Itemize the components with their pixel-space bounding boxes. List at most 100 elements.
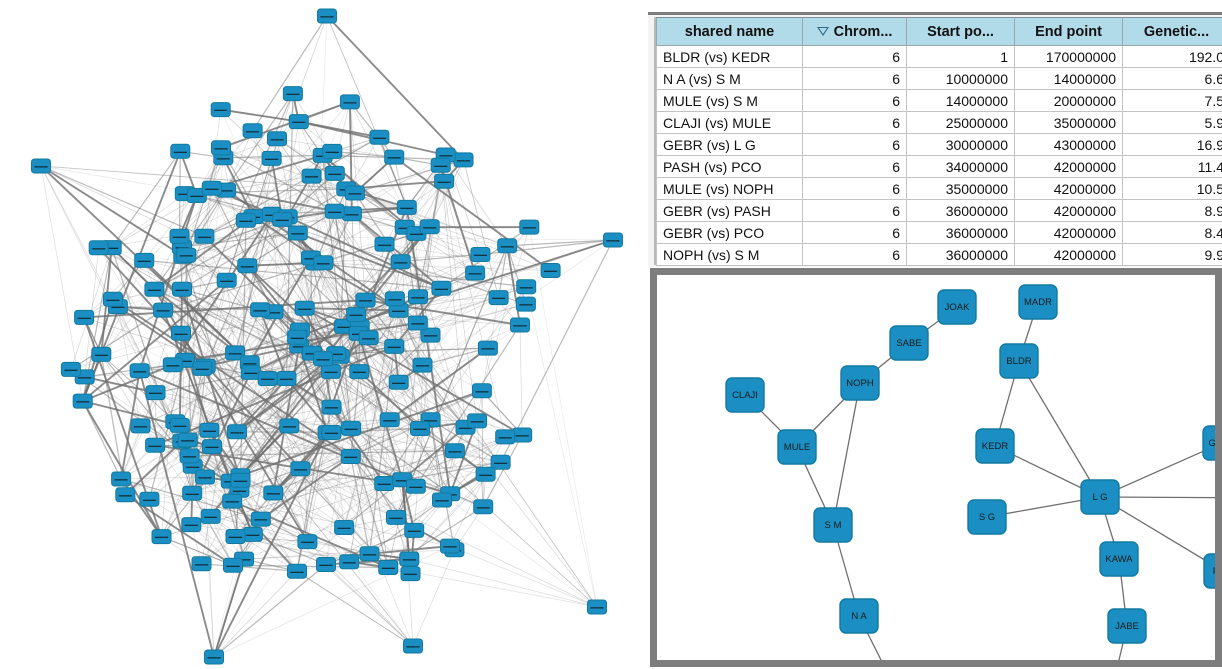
full-network-edge[interactable] bbox=[70, 226, 430, 370]
edge-table-panel[interactable]: shared name Chrom... Start po... End poi… bbox=[648, 12, 1222, 267]
cell-chromosome[interactable]: 6 bbox=[802, 221, 907, 244]
full-network-edge[interactable] bbox=[234, 352, 345, 528]
full-network-edge[interactable] bbox=[322, 358, 598, 608]
network-node[interactable] bbox=[297, 534, 318, 550]
network-node[interactable] bbox=[384, 149, 405, 165]
full-network-edge[interactable] bbox=[205, 329, 301, 367]
full-network-edge[interactable] bbox=[213, 564, 327, 658]
cell-chromosome[interactable]: 6 bbox=[802, 177, 907, 200]
full-network-edge[interactable] bbox=[181, 288, 242, 481]
network-node[interactable] bbox=[130, 418, 151, 434]
full-network-edge[interactable] bbox=[327, 347, 489, 433]
full-network-edge[interactable] bbox=[330, 406, 385, 485]
network-node[interactable] bbox=[440, 538, 460, 554]
network-node[interactable] bbox=[587, 599, 607, 615]
full-network-edge[interactable] bbox=[413, 450, 456, 531]
network-node[interactable] bbox=[288, 114, 309, 130]
cell-chromosome[interactable]: 6 bbox=[802, 243, 907, 266]
full-network-edge[interactable] bbox=[149, 311, 274, 500]
network-node[interactable] bbox=[388, 374, 409, 390]
network-node[interactable] bbox=[374, 236, 395, 252]
full-network-edge[interactable] bbox=[181, 188, 347, 290]
full-network-edge[interactable] bbox=[351, 213, 357, 315]
full-network-edge[interactable] bbox=[143, 157, 224, 261]
network-node[interactable] bbox=[179, 448, 200, 464]
full-network-edge[interactable] bbox=[210, 138, 278, 517]
cell-shared_name[interactable]: GEBR (vs) PASH bbox=[656, 199, 803, 222]
network-node[interactable] bbox=[316, 557, 336, 572]
network-node[interactable] bbox=[139, 491, 160, 507]
network-node[interactable] bbox=[340, 449, 361, 464]
full-network-edge[interactable] bbox=[204, 109, 222, 237]
network-node[interactable] bbox=[510, 317, 530, 333]
full-network-edge[interactable] bbox=[445, 154, 481, 255]
network-node[interactable] bbox=[250, 302, 271, 318]
full-network-edge[interactable] bbox=[222, 157, 255, 218]
full-network-edge[interactable] bbox=[389, 347, 489, 421]
full-network-edge[interactable] bbox=[180, 280, 227, 334]
full-network-edge[interactable] bbox=[185, 254, 370, 554]
node-shape[interactable] bbox=[1080, 479, 1120, 515]
full-network-edge[interactable] bbox=[120, 370, 141, 480]
full-network-edge[interactable] bbox=[220, 101, 351, 149]
full-network-edge[interactable] bbox=[394, 297, 499, 347]
network-node-gebr[interactable]: GEBR bbox=[1202, 425, 1215, 461]
table-row[interactable]: BLDR (vs) KEDR 6 1 170000000 192.0 bbox=[656, 45, 1222, 68]
full-network-edge[interactable] bbox=[398, 382, 443, 501]
network-node[interactable] bbox=[111, 471, 132, 487]
full-network-edge[interactable] bbox=[125, 455, 190, 496]
full-network-edge[interactable] bbox=[225, 189, 370, 554]
full-network-edge[interactable] bbox=[184, 193, 215, 658]
network-node[interactable] bbox=[210, 102, 231, 118]
cell-chromosome[interactable]: 6 bbox=[802, 89, 907, 112]
full-network-edge[interactable] bbox=[401, 479, 416, 531]
network-node[interactable] bbox=[145, 437, 166, 453]
full-network-edge[interactable] bbox=[187, 368, 203, 441]
full-network-edge[interactable] bbox=[181, 232, 298, 248]
network-node[interactable] bbox=[263, 485, 284, 501]
full-network-edge[interactable] bbox=[81, 400, 163, 538]
full-network-edge[interactable] bbox=[429, 159, 464, 227]
full-network-edge[interactable] bbox=[84, 289, 155, 378]
network-node[interactable] bbox=[358, 330, 379, 346]
network-node[interactable] bbox=[236, 212, 256, 228]
full-network-edge[interactable] bbox=[271, 158, 486, 475]
full-network-edge[interactable] bbox=[211, 187, 275, 313]
network-node-sm[interactable]: S M bbox=[813, 507, 853, 543]
full-network-edge[interactable] bbox=[357, 333, 404, 480]
full-network-edge[interactable] bbox=[226, 220, 247, 281]
network-node-madr[interactable]: MADR bbox=[1018, 284, 1058, 320]
full-network-edge[interactable] bbox=[208, 429, 242, 477]
network-node[interactable] bbox=[223, 557, 243, 573]
node-shape[interactable] bbox=[967, 499, 1007, 535]
full-network-edge[interactable] bbox=[112, 299, 176, 422]
full-network-edge[interactable] bbox=[201, 563, 298, 572]
full-network-edge[interactable] bbox=[463, 159, 499, 298]
full-network-edge[interactable] bbox=[326, 15, 442, 289]
network-node[interactable] bbox=[134, 252, 155, 268]
full-network-edge[interactable] bbox=[225, 130, 253, 191]
full-network-edge[interactable] bbox=[350, 371, 360, 457]
network-node-mule[interactable]: MULE bbox=[777, 429, 817, 465]
cell-end_point[interactable]: 43000000 bbox=[1014, 133, 1123, 156]
full-network-edge[interactable] bbox=[179, 189, 227, 237]
network-node[interactable] bbox=[603, 232, 623, 248]
full-network-edge[interactable] bbox=[311, 136, 380, 177]
full-network-edge[interactable] bbox=[191, 492, 234, 566]
full-network-edge[interactable] bbox=[299, 329, 308, 542]
cell-shared_name[interactable]: N A (vs) S M bbox=[656, 67, 803, 90]
full-network-edge[interactable] bbox=[117, 306, 141, 426]
full-network-edge[interactable] bbox=[286, 154, 324, 218]
column-header-chromosome[interactable]: Chrom... bbox=[802, 17, 907, 46]
full-network-edge[interactable] bbox=[429, 181, 445, 227]
column-header-genetic[interactable]: Genetic... bbox=[1122, 17, 1222, 46]
full-network-edge[interactable] bbox=[187, 372, 252, 441]
full-network-edge[interactable] bbox=[205, 213, 273, 367]
network-node[interactable] bbox=[346, 307, 367, 323]
network-node[interactable] bbox=[519, 219, 540, 235]
full-network-edge[interactable] bbox=[181, 236, 205, 290]
node-shape[interactable] bbox=[999, 343, 1039, 379]
